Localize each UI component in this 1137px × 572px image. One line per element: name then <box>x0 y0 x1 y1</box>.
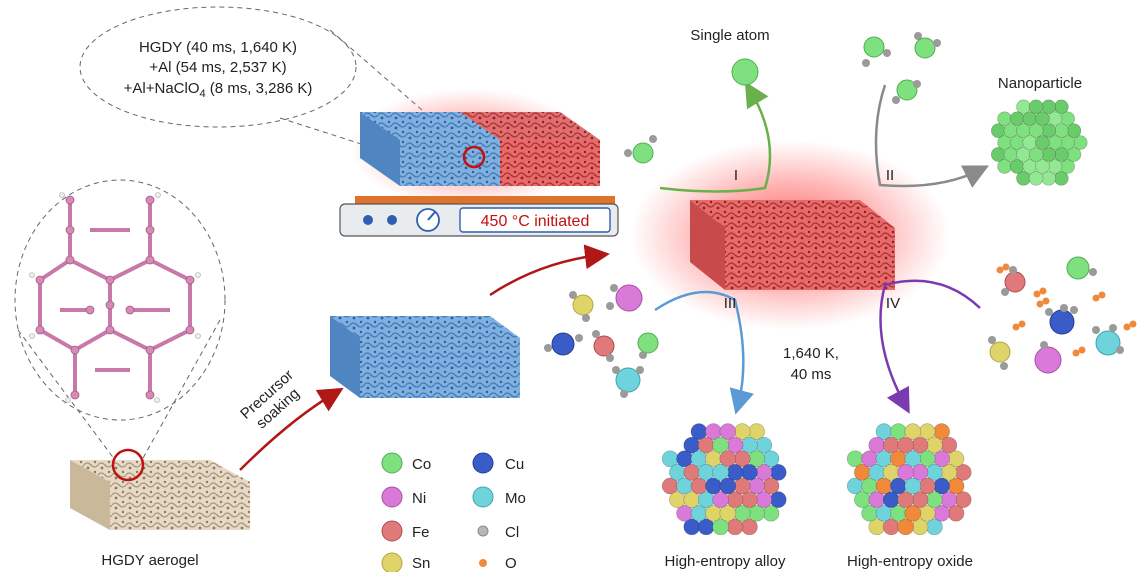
legend-item-o: O <box>479 555 517 572</box>
legend-item-cl: Cl <box>477 524 519 541</box>
particle-atom <box>904 450 922 468</box>
heating-arrow <box>489 244 610 297</box>
precursor-group-iv <box>988 256 1137 374</box>
legend-item-fe: Fe <box>381 520 430 542</box>
legend-label: Co <box>412 456 431 473</box>
precursor-group-ii <box>862 32 941 104</box>
particle-atom <box>904 423 922 440</box>
legend-item-sn: Sn <box>381 552 430 572</box>
hot-plate-surface <box>355 196 615 204</box>
legend-item-co: Co <box>381 452 431 474</box>
legend-label: Sn <box>412 555 430 572</box>
status-display <box>459 207 611 233</box>
particle-atom <box>897 436 914 454</box>
legend-label: Cu <box>505 456 524 473</box>
high-entropy-alloy-icon <box>661 423 787 536</box>
legend-item-mo: Mo <box>472 486 526 508</box>
label-high-entropy-alloy: High-entropy alloy <box>665 553 786 570</box>
precursor-group-iii <box>544 284 659 398</box>
central-heated-block <box>630 140 950 330</box>
hgdy-molecular-structure <box>14 179 226 461</box>
legend-label: O <box>505 555 517 572</box>
route-iii-arrow <box>654 290 754 415</box>
legend-item-cu: Cu <box>472 452 524 474</box>
soaked-aerogel-block <box>330 316 520 398</box>
particle-atom <box>1028 123 1044 139</box>
high-entropy-oxide-icon <box>846 423 972 536</box>
particle-atom <box>1022 135 1038 150</box>
route-ii-arrow <box>874 84 989 188</box>
legend-label: Fe <box>412 524 430 541</box>
condition-al-naclo4: +Al+NaClO4 (8 ms, 3,286 K) <box>124 80 313 100</box>
conditions-bubble: HGDY (40 ms, 1,640 K) +Al (54 ms, 2,537 … <box>79 6 469 151</box>
legend-label: Mo <box>505 490 526 507</box>
label-hgdy-aerogel: HGDY aerogel <box>101 552 198 569</box>
heater-status: 450 °C initiated <box>481 213 590 230</box>
legend-label: Ni <box>412 490 426 507</box>
label-high-entropy-oxide: High-entropy oxide <box>847 553 973 570</box>
label-nanoparticle: Nanoparticle <box>998 75 1082 92</box>
route-i-label: I <box>734 167 738 184</box>
particle-atom <box>897 464 914 481</box>
element-legend: Co Cu Ni Mo Fe Cl Sn O <box>381 452 526 572</box>
indicator-light-icon <box>363 215 373 225</box>
particle-atom <box>904 477 922 495</box>
route-iii-label: III <box>724 295 737 312</box>
legend-item-ni: Ni <box>381 486 426 508</box>
particle-atom <box>1035 135 1050 150</box>
single-atom-icon <box>731 58 759 86</box>
particle-atom <box>719 504 737 522</box>
hot-plate: 450 °C initiated <box>339 203 619 237</box>
particle-atom <box>904 504 922 522</box>
condition-hgdy: HGDY (40 ms, 1,640 K) <box>139 39 297 56</box>
route-ii-label: II <box>886 167 894 184</box>
particle-atom <box>719 477 737 495</box>
particle-atom <box>1035 111 1050 127</box>
nanoparticle-icon <box>990 99 1088 186</box>
particle-atom <box>1028 99 1044 115</box>
soaking-arrow <box>239 387 344 471</box>
condition-al: +Al (54 ms, 2,537 K) <box>149 59 286 76</box>
legend-label: Cl <box>505 524 519 541</box>
route-iv-label: IV <box>886 295 900 312</box>
temperature-label: 1,640 K, <box>783 345 839 362</box>
particle-atom <box>1028 147 1044 162</box>
zoom-circle <box>111 448 145 482</box>
particle-atom <box>712 436 729 454</box>
particle-atom <box>1028 170 1044 186</box>
indicator-light-icon <box>387 215 397 225</box>
particle-atom <box>1035 159 1050 174</box>
zoom-circle <box>462 145 486 169</box>
label-single-atom: Single atom <box>690 27 769 44</box>
precursor-molecule-cocl <box>624 135 657 164</box>
route-iv-arrow <box>879 279 981 414</box>
duration-label: 40 ms <box>791 366 832 383</box>
hgdy-aerogel-block <box>70 448 250 530</box>
particle-atom <box>897 491 914 508</box>
particle-atom <box>712 518 729 536</box>
heated-aerogel-block <box>350 88 600 208</box>
particle-atom <box>719 450 737 468</box>
particle-atom <box>897 518 914 536</box>
particle-atom <box>712 491 729 508</box>
route-i-arrow <box>659 81 772 193</box>
particle-atom <box>712 464 729 481</box>
particle-atom <box>719 423 737 440</box>
